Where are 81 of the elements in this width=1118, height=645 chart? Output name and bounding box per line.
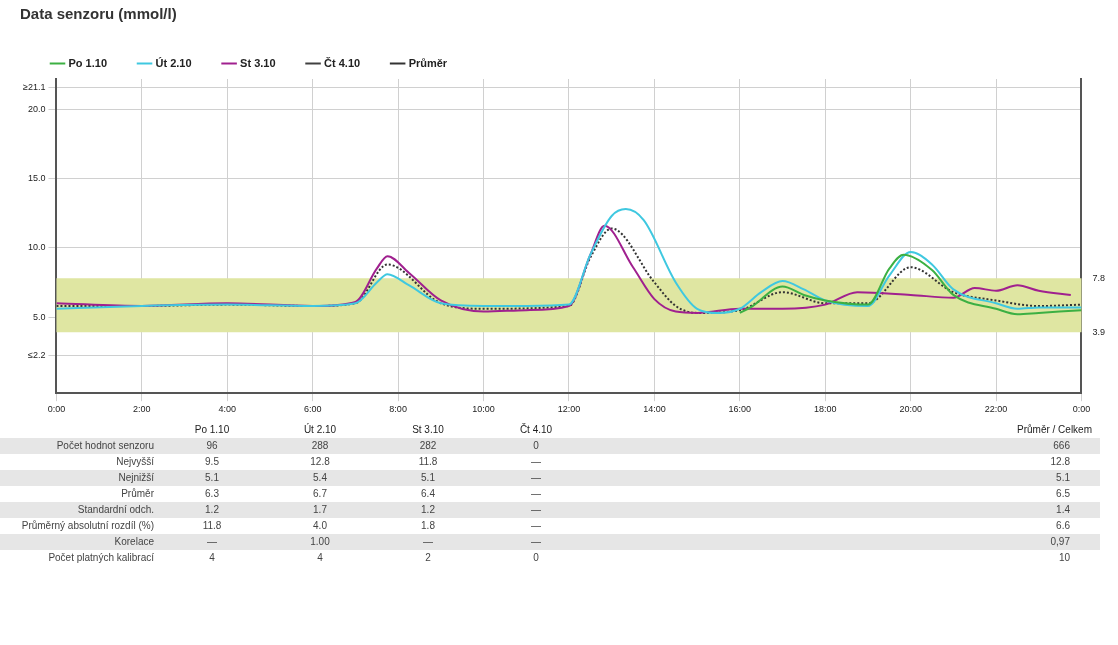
data-label: 9.5 (204, 455, 220, 469)
data-label: 1.8 (420, 519, 436, 533)
data-label: — (482, 534, 590, 550)
data-label: — (530, 487, 542, 501)
data-label: — (158, 534, 266, 550)
legend-label: Čt 4.10 (324, 56, 361, 69)
data-label: 12.8 (309, 455, 331, 469)
data-label: 6.4 (420, 487, 436, 501)
y-tick-label: ≥21.1 (22, 81, 46, 92)
data-label: 0,97 (632, 534, 1100, 550)
x-tick-label: 12:00 (557, 404, 581, 415)
data-label: 11.8 (417, 455, 439, 469)
x-tick-label: 18:00 (813, 404, 837, 415)
data-label: 6.6 (1055, 519, 1071, 533)
legend-label: Průměr (408, 56, 448, 69)
x-tick-label: 4:00 (218, 404, 237, 415)
series-label: Po 1.10 (193, 423, 231, 437)
x-tick-label: 22:00 (984, 404, 1008, 415)
data-label: — (374, 534, 482, 550)
x-tick-label: 0:00 (1072, 404, 1091, 415)
data-label: 2 (424, 551, 432, 565)
data-label: — (482, 502, 590, 518)
data-label: 288 (266, 438, 374, 454)
x-tick-label: 2:00 (133, 404, 151, 415)
line-series (738, 253, 1082, 316)
x-tick-label: 10:00 (472, 404, 495, 415)
data-label: 666 (632, 438, 1100, 454)
data-label: 6.3 (204, 487, 220, 501)
x-tick-label: 0:00 (47, 404, 66, 415)
data-label: 4.0 (312, 519, 328, 533)
category-label: Korelace (0, 534, 158, 550)
data-label: 6.5 (1055, 487, 1071, 501)
data-label: — (530, 519, 542, 533)
x-tick-label: 6:00 (303, 404, 322, 415)
data-label: 1.00 (266, 534, 374, 550)
data-label: 1.7 (266, 502, 374, 518)
category-label: Nejnižší (0, 470, 158, 486)
y-tick-label: 15.0 (27, 173, 46, 184)
category-label: Počet platných kalibrací (47, 551, 155, 565)
data-label: — (530, 455, 542, 469)
data-label: 1.2 (374, 502, 482, 518)
data-label: 5.4 (266, 470, 374, 486)
legend-label: Po 1.10 (68, 56, 108, 69)
data-label: 5.1 (158, 470, 266, 486)
series-label: Průměr / Celkem (1016, 423, 1093, 437)
data-label: — (482, 470, 590, 486)
data-label: 1.4 (632, 502, 1100, 518)
series-label: Út 2.10 (302, 422, 338, 437)
category-label: Standardní odch. (0, 502, 158, 518)
y-tick-label: ≤2.2 (28, 350, 46, 361)
x-tick-label: 8:00 (389, 404, 407, 415)
y2-tick-label: 7.8 (1092, 272, 1105, 283)
data-label: 282 (374, 438, 482, 454)
chart-title: Data senzoru (mmol/l) (20, 5, 177, 23)
category-label: Průměrný absolutní rozdíl (%) (20, 519, 155, 533)
data-label: 6.7 (312, 487, 328, 501)
y-tick-label: 10.0 (27, 242, 46, 253)
data-label: 4 (316, 551, 324, 565)
data-label: 5.1 (632, 470, 1100, 486)
data-label: 1.2 (158, 502, 266, 518)
category-label: Nejvyšší (115, 455, 155, 469)
x-tick-label: 14:00 (643, 404, 666, 415)
legend-label: St 3.10 (240, 56, 276, 69)
data-label: 10 (1057, 551, 1071, 565)
legend-label: Út 2.10 (155, 56, 192, 69)
x-tick-label: 20:00 (899, 404, 922, 415)
series-label: St 3.10 (411, 423, 445, 437)
category-label: Průměr (120, 487, 155, 501)
data-label: 11.8 (201, 519, 223, 533)
y-tick-label: 5.0 (32, 311, 46, 322)
data-label: 0 (482, 438, 590, 454)
data-label: 96 (158, 438, 266, 454)
x-tick-label: 16:00 (728, 404, 752, 415)
y-tick-label: 20.0 (27, 103, 46, 114)
data-label: 12.8 (1049, 455, 1071, 469)
data-label: 4 (208, 551, 216, 565)
y2-tick-label: 3.9 (1092, 326, 1105, 337)
data-label: 5.1 (374, 470, 482, 486)
series-label: Čt 4.10 (518, 422, 554, 437)
data-label: 0 (532, 551, 540, 565)
category-label: Počet hodnot senzoru (0, 438, 158, 454)
